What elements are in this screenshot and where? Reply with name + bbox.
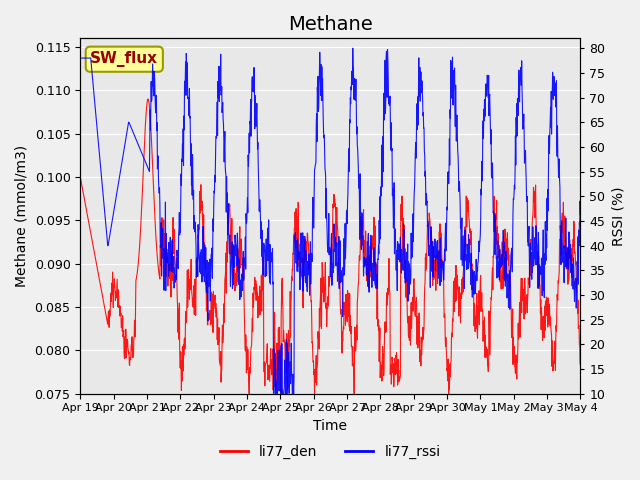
Text: SW_flux: SW_flux <box>90 51 158 67</box>
Title: Methane: Methane <box>288 15 372 34</box>
Legend: li77_den, li77_rssi: li77_den, li77_rssi <box>215 440 446 465</box>
X-axis label: Time: Time <box>314 419 348 433</box>
Y-axis label: Methane (mmol/m3): Methane (mmol/m3) <box>15 145 29 287</box>
Y-axis label: RSSI (%): RSSI (%) <box>611 186 625 246</box>
